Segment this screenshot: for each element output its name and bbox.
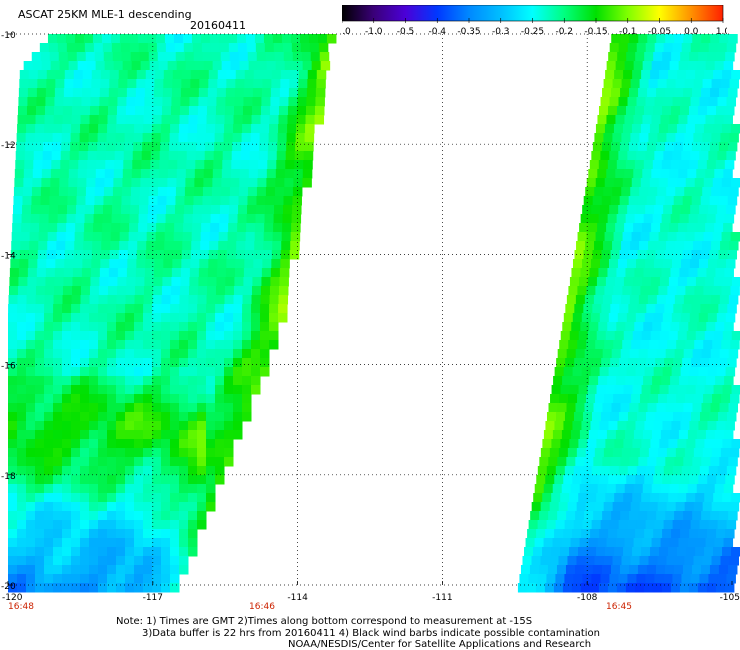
swath-data-cells — [8, 34, 740, 593]
lat-label: -20 — [1, 582, 16, 592]
lon-label: -111 — [432, 593, 452, 603]
colorbar-label: -0.2 — [555, 27, 573, 35]
lat-label: -18 — [1, 472, 16, 482]
colorbar-label: -0.1 — [619, 27, 637, 35]
colorbar-label: 1.0 — [716, 27, 727, 35]
note-line-3: NOAA/NESDIS/Center for Satellite Applica… — [288, 639, 592, 650]
colorbar-label: -1.0 — [365, 27, 383, 35]
lat-label: -12 — [1, 141, 16, 151]
colorbar-label: -0.05 — [648, 27, 671, 35]
colorbar-label: 0.0 — [684, 27, 699, 35]
lat-label: -10 — [1, 31, 16, 41]
colorbar-label: -0.15 — [584, 27, 607, 35]
lat-lon-grid — [8, 33, 732, 586]
lon-label: -117 — [143, 593, 163, 603]
note-line-1: Note: 1) Times are GMT 2)Times along bot… — [116, 616, 533, 627]
time-label: 16:45 — [606, 602, 632, 612]
swath-map: -10 -12 -14 -16 -18 -20-120 -117 -114 -111 -108 -1… — [1, 31, 740, 612]
colorbar-label: -0.25 — [521, 27, 544, 35]
colorbar-label: -0.35 — [457, 27, 480, 35]
lon-label: -120 — [2, 593, 23, 603]
time-label: 16:46 — [249, 602, 275, 612]
colorbar-label: -0.4 — [428, 27, 446, 35]
colorbar-label: -0.3 — [492, 27, 510, 35]
lon-label: -105 — [720, 593, 740, 603]
note-line-2: 3)Data buffer is 22 hrs from 20160411 4)… — [142, 628, 600, 639]
lon-label: -114 — [287, 593, 308, 603]
time-label: 16:48 — [8, 602, 34, 612]
product-title: ASCAT 25KM MLE-1 descending — [18, 8, 192, 21]
lat-label: -16 — [1, 362, 16, 372]
colorbar-label: -0.5 — [397, 27, 415, 35]
colorbar-legend: -3.0 -1.0 -0.5 -0.4 -0.35 -0.3 -0.25 -0.2 -0.15 -… — [342, 5, 727, 35]
lat-label: -14 — [1, 251, 16, 261]
product-date: 20160411 — [190, 19, 246, 32]
lon-label: -108 — [577, 593, 598, 603]
colorbar-label: -3.0 — [342, 27, 351, 35]
